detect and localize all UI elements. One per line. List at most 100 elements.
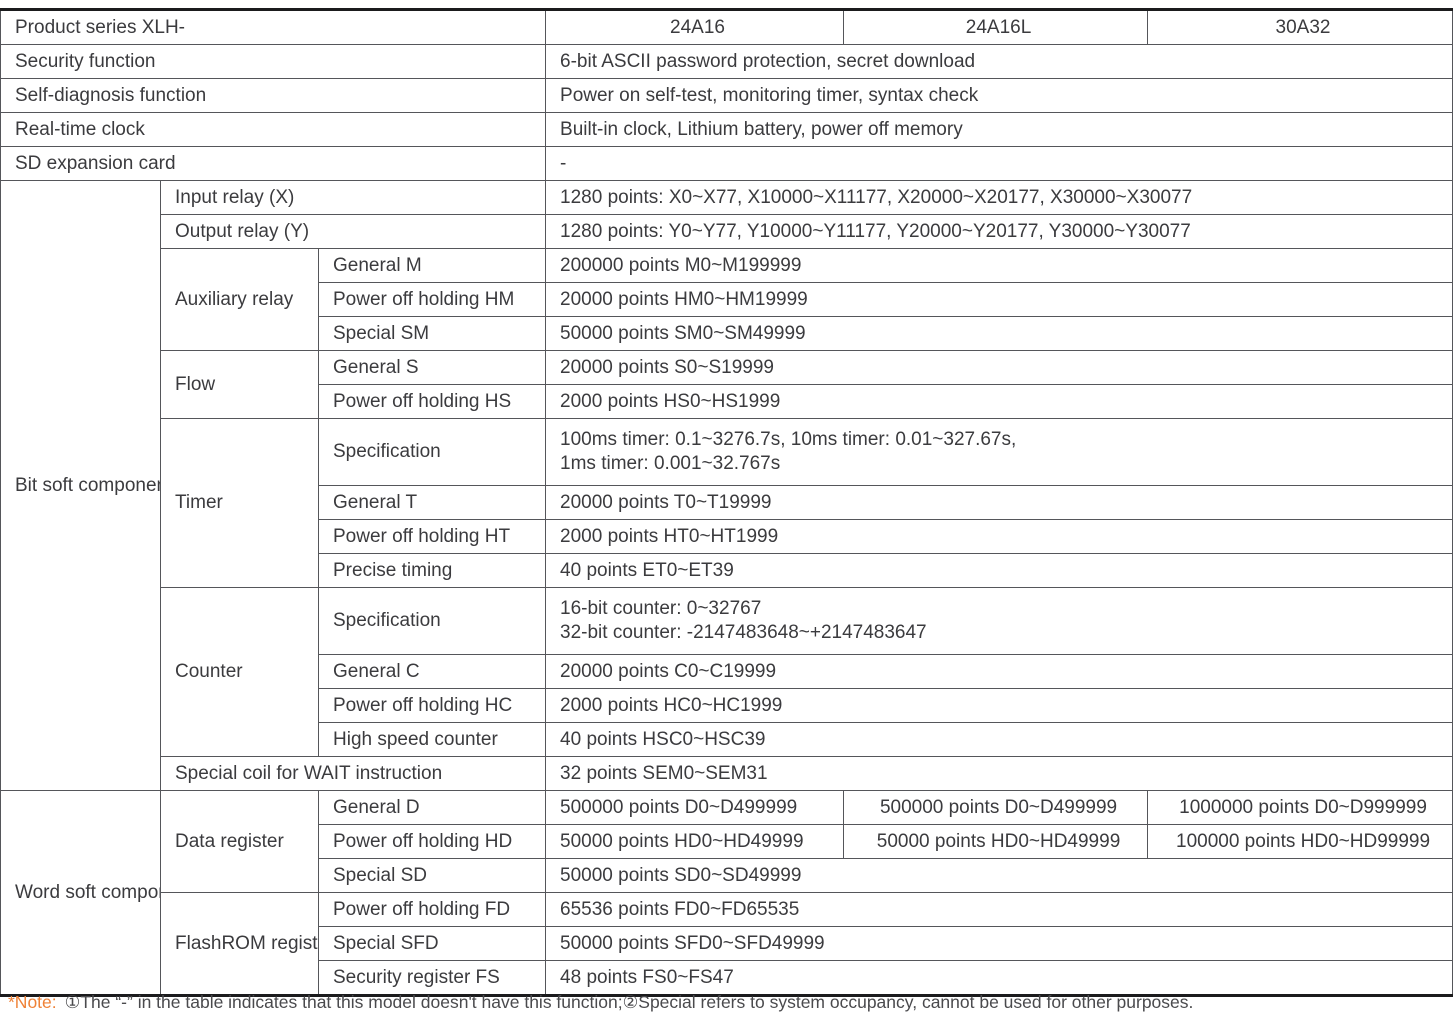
wait-coil-label: Special coil for WAIT instruction [159,756,547,791]
general-c-value: 20000 points C0~C19999 [545,654,1454,689]
footnote-text: ①The “-” in the table indicates that thi… [64,992,1194,1012]
timer-spec-line-1: 100ms timer: 0.1~3276.7s, 10ms timer: 0.… [560,429,1017,451]
counter-spec-line-2: 32-bit counter: -2147483648~+2147483647 [560,622,927,643]
table-row: Precise timing 40 points ET0~ET39 [1,553,1454,588]
table-row: Special SD 50000 points SD0~SD49999 [1,858,1454,893]
general-t-value: 20000 points T0~T19999 [545,485,1454,520]
flow-group-label: Flow [160,350,319,419]
holding-ht-label: Power off holding HT [317,519,547,554]
table-row: Output relay (Y) 1280 points: Y0~Y77, Y1… [1,214,1454,249]
general-s-value: 20000 points S0~S19999 [545,350,1454,385]
bit-soft-component-group-label: Bit soft component [0,180,161,791]
wait-coil-value: 32 points SEM0~SEM31 [545,756,1454,791]
general-t-label: General T [317,485,547,520]
self-diagnosis-label: Self-diagnosis function [0,78,547,113]
holding-hc-label: Power off holding HC [317,688,547,723]
special-sm-label: Special SM [317,316,547,351]
counter-specification-value: 16-bit counter: 0~32767 32-bit counter: … [545,587,1454,655]
data-register-group-label: Data register [160,790,319,893]
table-row: SD expansion card - [0,146,1454,181]
holding-hd-value-24a16l: 50000 points HD0~HD49999 [843,824,1149,859]
timer-spec-line-2: 1ms timer: 0.001~32.767s [560,453,781,474]
model-header-24a16l: 24A16L [843,9,1149,45]
general-s-label: General S [317,350,547,385]
counter-specification-label: Specification [317,587,547,655]
special-sfd-value: 50000 points SFD0~SFD49999 [545,926,1454,961]
precise-timing-value: 40 points ET0~ET39 [545,553,1454,588]
holding-fd-value: 65536 points FD0~FD65535 [545,892,1454,927]
security-register-fs-label: Security register FS [317,960,547,996]
table-row: Word soft component Data register Genera… [0,790,1454,996]
special-sfd-label: Special SFD [317,926,547,961]
table-row: General C 20000 points C0~C19999 [1,654,1454,689]
table-row: Security register FS 48 points FS0~FS47 [1,960,1454,996]
input-relay-value: 1280 points: X0~X77, X10000~X11177, X200… [545,180,1454,215]
real-time-clock-label: Real-time clock [0,112,547,147]
table-row: Power off holding HC 2000 points HC0~HC1… [1,688,1454,723]
real-time-clock-value: Built-in clock, Lithium battery, power o… [545,112,1454,147]
table-row: General T 20000 points T0~T19999 [1,485,1454,520]
special-sm-value: 50000 points SM0~SM49999 [545,316,1454,351]
table-row: Special SM 50000 points SM0~SM49999 [1,316,1454,351]
general-c-label: General C [317,654,547,689]
holding-hd-value-30a32: 100000 points HD0~HD99999 [1147,824,1454,859]
general-d-value-30a32: 1000000 points D0~D999999 [1147,790,1454,825]
holding-hd-label: Power off holding HD [317,824,547,859]
table-row: Power off holding HT 2000 points HT0~HT1… [1,519,1454,554]
flashrom-register-group-label: FlashROM register [160,892,319,996]
table-row: FlashROM register Power off holding FD 6… [1,892,1454,996]
table-row: Timer Specification 100ms timer: 0.1~327… [1,418,1454,588]
output-relay-label: Output relay (Y) [159,214,547,249]
holding-hm-value: 20000 points HM0~HM19999 [545,282,1454,317]
table-row: Power off holding HS 2000 points HS0~HS1… [1,384,1454,419]
auxiliary-relay-group-label: Auxiliary relay [160,248,319,351]
model-header-24a16: 24A16 [545,9,845,45]
product-series-label: Product series XLH- [0,9,547,45]
table-row: Real-time clock Built-in clock, Lithium … [0,112,1454,147]
table-row: High speed counter 40 points HSC0~HSC39 [1,722,1454,757]
holding-ht-value: 2000 points HT0~HT1999 [545,519,1454,554]
table-row: Auxiliary relay General M 200000 points … [1,248,1454,351]
general-d-label: General D [317,790,547,825]
model-header-30a32: 30A32 [1147,9,1454,45]
counter-spec-line-1: 16-bit counter: 0~32767 [560,598,762,620]
timer-specification-value: 100ms timer: 0.1~3276.7s, 10ms timer: 0.… [545,418,1454,486]
security-register-fs-value: 48 points FS0~FS47 [545,960,1454,996]
general-d-value-24a16: 500000 points D0~D499999 [545,790,845,825]
footnote-prefix: *Note: [8,992,57,1012]
table-row: Counter Specification 16-bit counter: 0~… [1,587,1454,757]
table-row: Special coil for WAIT instruction 32 poi… [1,756,1454,791]
holding-hd-value-24a16: 50000 points HD0~HD49999 [545,824,845,859]
header-row: Product series XLH- 24A16 24A16L 30A32 [0,9,1454,45]
holding-hs-value: 2000 points HS0~HS1999 [545,384,1454,419]
general-d-value-24a16l: 500000 points D0~D499999 [843,790,1149,825]
special-sd-value: 50000 points SD0~SD49999 [545,858,1454,893]
table-row: Security function 6-bit ASCII password p… [0,44,1454,79]
table-row: Special SFD 50000 points SFD0~SFD49999 [1,926,1454,961]
special-sd-label: Special SD [317,858,547,893]
precise-timing-label: Precise timing [317,553,547,588]
self-diagnosis-value: Power on self-test, monitoring timer, sy… [545,78,1454,113]
security-function-label: Security function [0,44,547,79]
general-m-label: General M [317,248,547,283]
holding-hs-label: Power off holding HS [317,384,547,419]
general-m-value: 200000 points M0~M199999 [545,248,1454,283]
holding-hm-label: Power off holding HM [317,282,547,317]
holding-hc-value: 2000 points HC0~HC1999 [545,688,1454,723]
sd-expansion-value: - [545,146,1454,181]
table-row: Self-diagnosis function Power on self-te… [0,78,1454,113]
timer-group-label: Timer [160,418,319,588]
holding-fd-label: Power off holding FD [317,892,547,927]
sd-expansion-label: SD expansion card [0,146,547,181]
input-relay-label: Input relay (X) [159,180,547,215]
output-relay-value: 1280 points: Y0~Y77, Y10000~Y11177, Y200… [545,214,1454,249]
table-row: Power off holding HD 50000 points HD0~HD… [1,824,1454,859]
plc-spec-table: Product series XLH- 24A16 24A16L 30A32 S… [0,8,1454,997]
counter-group-label: Counter [160,587,319,757]
timer-specification-label: Specification [317,418,547,486]
table-row: Power off holding HM 20000 points HM0~HM… [1,282,1454,317]
table-row: Bit soft component Input relay (X) 1280 … [0,180,1454,791]
high-speed-counter-label: High speed counter [317,722,547,757]
word-soft-component-group-label: Word soft component [0,790,161,996]
